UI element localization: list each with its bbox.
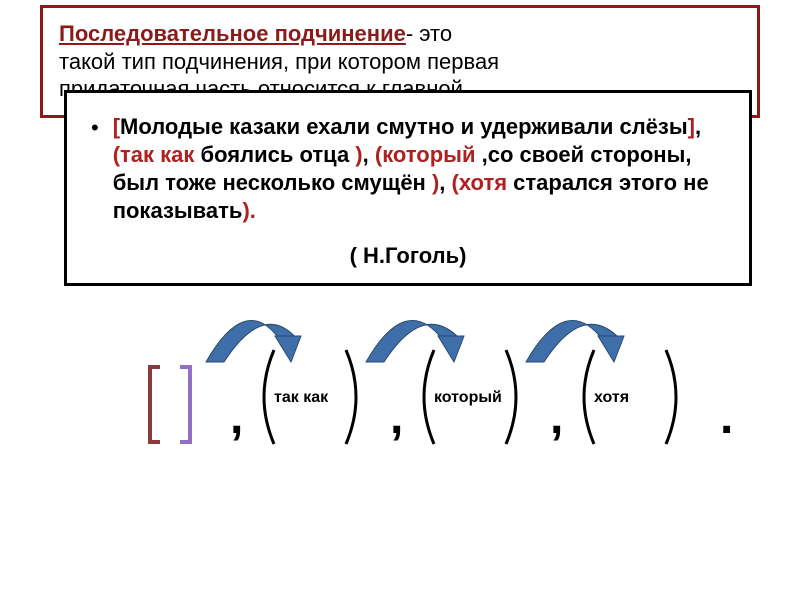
seg1-text: Молодые казаки ехали смутно и удерживали… [120, 114, 688, 139]
schema-period: . [720, 390, 733, 445]
title-line2: такой тип подчинения, при котором первая [59, 48, 741, 76]
schema-comma-2: , [550, 390, 563, 445]
comma-2: , [363, 142, 375, 167]
conj4: хотя [459, 170, 507, 195]
paren4-close: ) [242, 198, 249, 223]
bracket-open: [ [113, 114, 120, 139]
schema: так как который хотя,,,. [40, 292, 760, 467]
schema-conj-1: который [434, 389, 502, 407]
example-sentence: [Молодые казаки ехали смутно и удерживал… [113, 113, 725, 226]
schema-conj-0: так как [274, 389, 328, 407]
comma-1: , [695, 114, 701, 139]
bracket-close: ] [688, 114, 695, 139]
conj3: который [382, 142, 475, 167]
seg2-tail: боялись отца [194, 142, 355, 167]
schema-comma-0: , [230, 390, 243, 445]
example-box: • [Молодые казаки ехали смутно и удержив… [64, 90, 752, 287]
period: . [250, 198, 256, 223]
bullet: • [91, 117, 99, 139]
paren4-open: ( [452, 170, 459, 195]
conj2: так как [120, 142, 194, 167]
paren2-open: ( [113, 142, 120, 167]
schema-conj-2: хотя [594, 389, 629, 407]
title-rest1: - это [406, 21, 452, 46]
schema-comma-1: , [390, 390, 403, 445]
author: ( Н.Гоголь) [91, 243, 725, 269]
paren2-close: ) [355, 142, 362, 167]
title-term: Последовательное подчинение [59, 21, 406, 46]
comma-3: , [439, 170, 451, 195]
